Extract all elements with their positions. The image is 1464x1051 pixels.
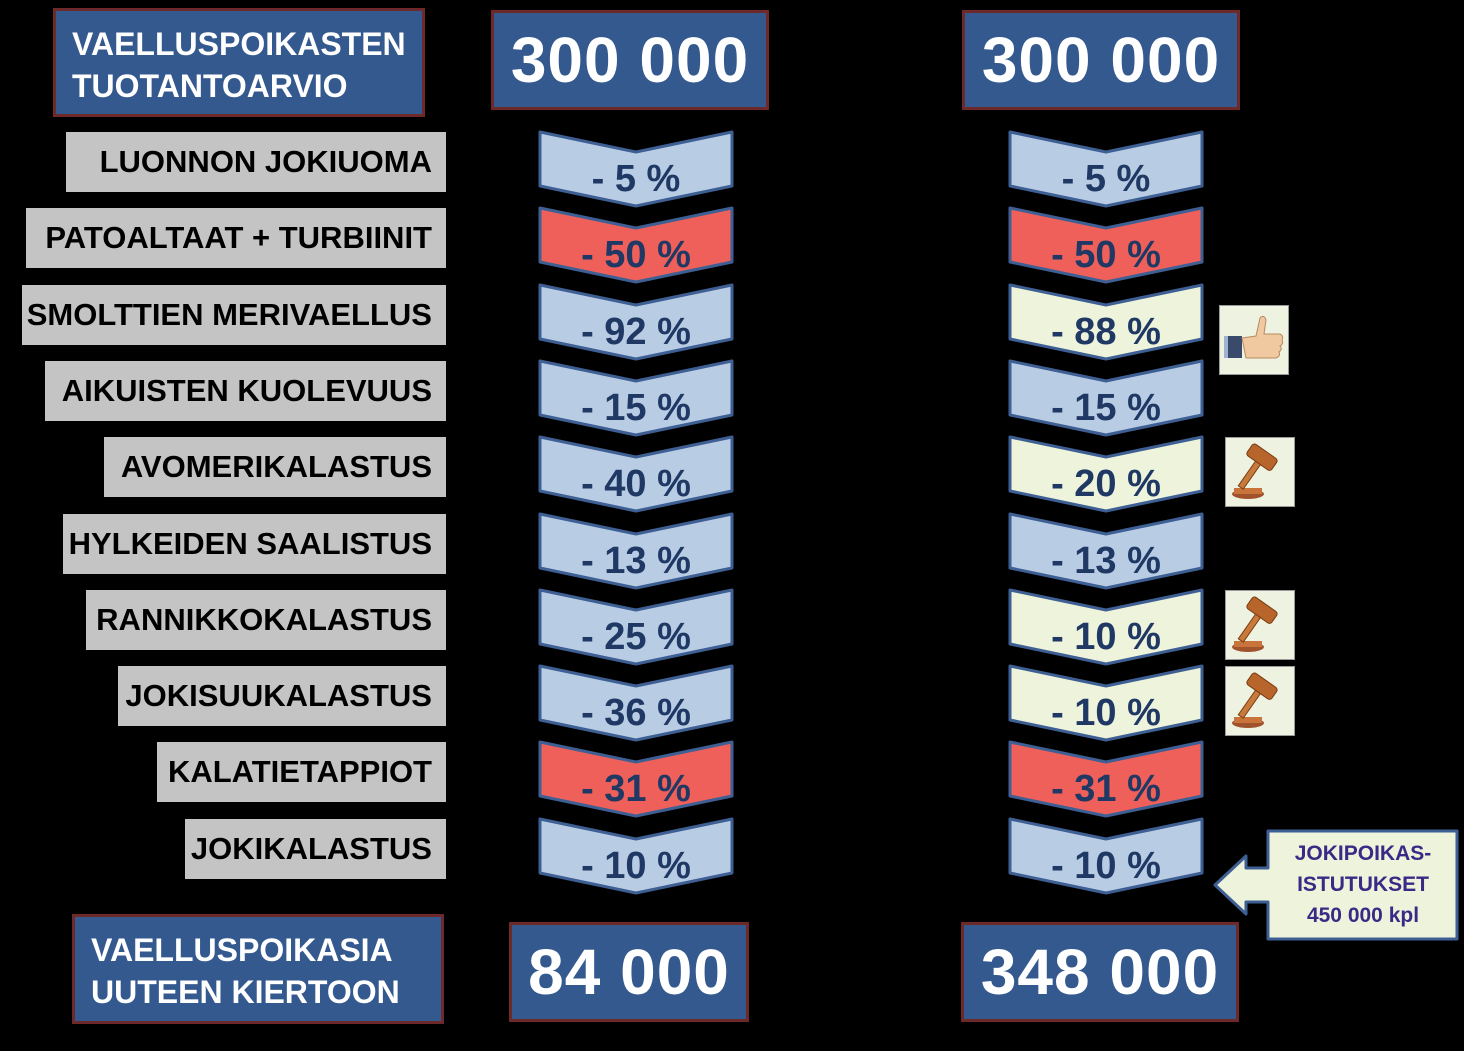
- left-start-value: 300 000: [491, 10, 769, 110]
- percent-label: - 92 %: [581, 311, 691, 353]
- row-label: SMOLTTIEN MERIVAELLUS: [22, 285, 446, 345]
- percent-label: - 10 %: [581, 845, 691, 887]
- right-chevron: - 31 %: [1008, 740, 1204, 818]
- chevron-shape: [538, 206, 734, 284]
- new-cycle-title: VAELLUSPOIKASIA UUTEEN KIERTOON: [72, 914, 444, 1024]
- chevron-shape: [1008, 817, 1204, 895]
- chevron-shape: [1008, 130, 1204, 208]
- chevron-shape: [538, 588, 734, 666]
- row-label: JOKIKALASTUS: [185, 819, 446, 879]
- percent-label: - 36 %: [581, 692, 691, 734]
- callout-text: JOKIPOIKAS- ISTUTUKSET 450 000 kpl: [1280, 838, 1446, 931]
- right-chevron: - 10 %: [1008, 664, 1204, 742]
- percent-label: - 13 %: [581, 540, 691, 582]
- right-chevron: - 15 %: [1008, 359, 1204, 437]
- chevron-shape: [1008, 206, 1204, 284]
- percent-label: - 88 %: [1051, 311, 1161, 353]
- percent-label: - 5 %: [1061, 158, 1151, 200]
- stocking-callout: JOKIPOIKAS- ISTUTUKSET 450 000 kpl: [1212, 828, 1460, 942]
- percent-label: - 31 %: [1051, 768, 1161, 810]
- percent-label: - 25 %: [581, 616, 691, 658]
- percent-label: - 13 %: [1051, 540, 1161, 582]
- chevron-shape: [1008, 435, 1204, 513]
- gavel-icon: [1225, 666, 1295, 736]
- left-chevron: - 36 %: [538, 664, 734, 742]
- chevron-shape: [538, 664, 734, 742]
- footer-title-line-2: UUTEEN KIERTOON: [91, 974, 400, 1010]
- right-chevron: - 50 %: [1008, 206, 1204, 284]
- chevron-shape: [538, 359, 734, 437]
- gavel-icon: [1225, 437, 1295, 507]
- footer-title-line-1: VAELLUSPOIKASIA: [91, 932, 393, 968]
- row-label: KALATIETAPPIOT: [157, 742, 446, 802]
- left-chevron: - 5 %: [538, 130, 734, 208]
- percent-label: - 20 %: [1051, 463, 1161, 505]
- chevron-shape: [538, 740, 734, 818]
- left-chevron: - 40 %: [538, 435, 734, 513]
- production-estimate-title: VAELLUSPOIKASTEN TUOTANTOARVIO: [53, 8, 425, 117]
- percent-label: - 5 %: [591, 158, 681, 200]
- callout-line-3: 450 000 kpl: [1306, 904, 1420, 927]
- left-chevron: - 13 %: [538, 512, 734, 590]
- chevron-shape: [538, 817, 734, 895]
- percent-label: - 10 %: [1051, 692, 1161, 734]
- right-chevron: - 5 %: [1008, 130, 1204, 208]
- left-chevron: - 25 %: [538, 588, 734, 666]
- percent-label: - 50 %: [581, 234, 691, 276]
- left-chevron: - 15 %: [538, 359, 734, 437]
- row-label: HYLKEIDEN SAALISTUS: [63, 514, 446, 574]
- percent-label: - 15 %: [581, 387, 691, 429]
- right-chevron: - 20 %: [1008, 435, 1204, 513]
- right-chevron: - 10 %: [1008, 588, 1204, 666]
- chevron-shape: [1008, 588, 1204, 666]
- left-chevron: - 10 %: [538, 817, 734, 895]
- percent-label: - 31 %: [581, 768, 691, 810]
- right-result-value: 348 000: [961, 922, 1239, 1022]
- percent-label: - 40 %: [581, 463, 691, 505]
- row-label: JOKISUUKALASTUS: [118, 666, 446, 726]
- chevron-shape: [1008, 664, 1204, 742]
- left-arrow-callout-shape: [1213, 829, 1459, 941]
- chevron-shape: [538, 435, 734, 513]
- chevron-shape: [1008, 359, 1204, 437]
- right-chevron: - 88 %: [1008, 283, 1204, 361]
- callout-line-1: JOKIPOIKAS-: [1294, 842, 1432, 865]
- row-label: AIKUISTEN KUOLEVUUS: [45, 361, 446, 421]
- chevron-shape: [538, 283, 734, 361]
- chevron-shape: [1008, 740, 1204, 818]
- gavel-icon: [1225, 590, 1295, 660]
- row-label: AVOMERIKALASTUS: [104, 437, 446, 497]
- row-label: RANNIKKOKALASTUS: [86, 590, 446, 650]
- percent-label: - 10 %: [1051, 616, 1161, 658]
- title-line-2: TUOTANTOARVIO: [72, 68, 348, 104]
- left-chevron: - 31 %: [538, 740, 734, 818]
- right-start-value: 300 000: [962, 10, 1240, 110]
- right-chevron: - 13 %: [1008, 512, 1204, 590]
- right-chevron: - 10 %: [1008, 817, 1204, 895]
- chevron-shape: [1008, 283, 1204, 361]
- left-chevron: - 50 %: [538, 206, 734, 284]
- left-result-value: 84 000: [509, 922, 749, 1022]
- callout-line-2: ISTUTUKSET: [1297, 873, 1429, 896]
- left-chevron: - 92 %: [538, 283, 734, 361]
- chevron-shape: [1008, 512, 1204, 590]
- thumbs-up-icon: [1219, 305, 1289, 375]
- percent-label: - 10 %: [1051, 845, 1161, 887]
- percent-label: - 15 %: [1051, 387, 1161, 429]
- row-label: LUONNON JOKIUOMA: [66, 132, 446, 192]
- title-line-1: VAELLUSPOIKASTEN: [72, 26, 406, 62]
- chevron-shape: [538, 512, 734, 590]
- percent-label: - 50 %: [1051, 234, 1161, 276]
- row-label: PATOALTAAT + TURBIINIT: [26, 208, 446, 268]
- chevron-shape: [538, 130, 734, 208]
